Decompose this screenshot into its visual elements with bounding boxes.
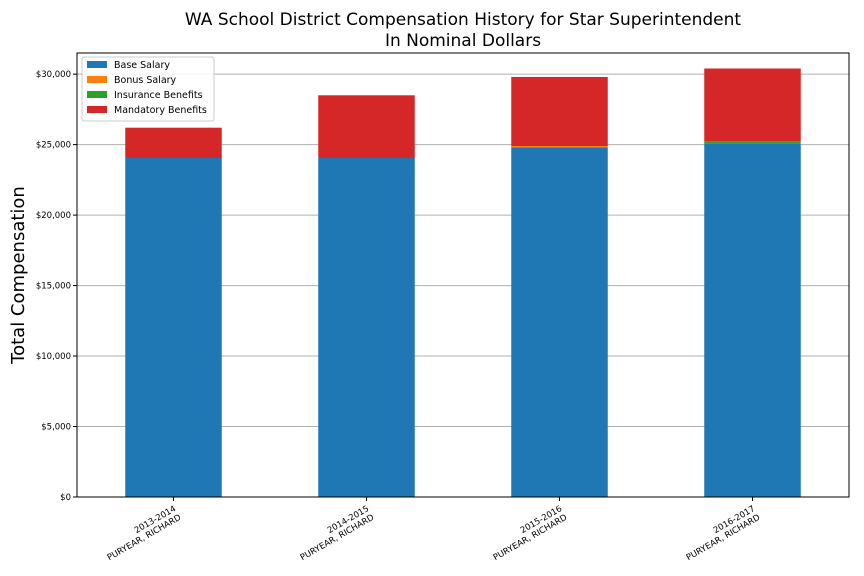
bar-segment — [125, 127, 222, 159]
bar-segment — [318, 95, 415, 159]
legend-swatch — [87, 91, 107, 98]
bar-segment — [704, 141, 801, 144]
legend-label: Insurance Benefits — [114, 90, 203, 101]
y-tick-label: $5,000 — [41, 423, 71, 433]
bar-segment — [318, 158, 415, 497]
legend-label: Bonus Salary — [114, 75, 177, 86]
y-tick-label: $25,000 — [36, 141, 71, 151]
legend-box — [81, 56, 215, 122]
y-tick-label: $30,000 — [36, 70, 71, 80]
chart-title: WA School District Compensation History … — [185, 10, 741, 30]
legend-swatch — [87, 76, 107, 83]
y-axis: $0 $5,000 $10,000 $15,000 $20,000 $25,000 $30,… — [36, 70, 77, 503]
y-tick-label: $20,000 — [36, 211, 71, 221]
legend-label: Base Salary — [114, 60, 170, 71]
y-tick-label: $15,000 — [36, 282, 71, 292]
bar-segment — [704, 68, 801, 142]
plot-frame — [76, 52, 850, 498]
y-tick-label: $10,000 — [36, 352, 71, 362]
bar-segment — [511, 146, 608, 148]
bar-segment — [511, 147, 608, 497]
bar-segment — [125, 158, 222, 497]
bars — [125, 68, 801, 497]
y-axis-label: Total Compensation — [8, 186, 29, 365]
legend: Base Salary Bonus Salary Insurance Benefit… — [81, 56, 215, 122]
legend-label: Mandatory Benefits — [114, 105, 207, 116]
bar-segment — [511, 76, 608, 147]
y-tick-label: $0 — [60, 493, 71, 503]
chart-subtitle: In Nominal Dollars — [385, 31, 541, 51]
bar-segment — [704, 143, 801, 497]
legend-swatch — [87, 61, 107, 68]
legend-swatch — [87, 106, 107, 113]
